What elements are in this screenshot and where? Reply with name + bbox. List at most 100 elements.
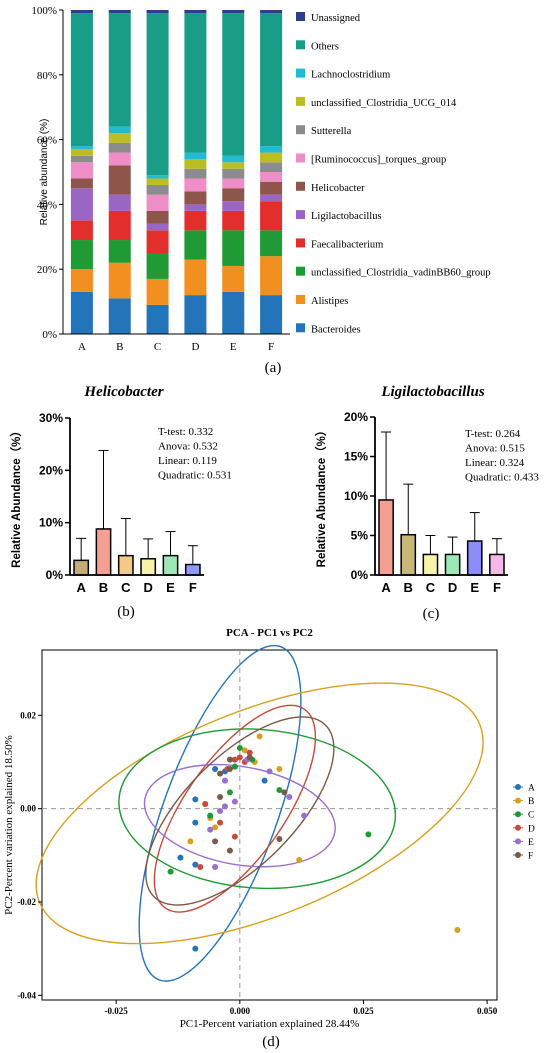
bar [422,553,439,576]
bar-segment [222,162,245,169]
x-tick-label: 0.025 [353,1006,374,1016]
bar [73,559,90,576]
scatter-point [266,768,273,775]
scatter-point [276,836,283,842]
scatter-point [236,754,243,761]
legend-swatch [296,210,305,220]
scatter-point [192,861,199,868]
legend-swatch [296,295,305,304]
scatter-point [192,819,199,826]
bar-segment [146,194,169,211]
bar-segment [146,10,169,14]
bar-segment [222,230,245,266]
bar-segment [146,184,169,195]
panel-b-label: (b) [117,604,135,620]
scatter-point [192,796,199,803]
scatter-point [192,945,199,952]
bar-segment [260,295,283,334]
scatter-point [226,766,233,772]
bar-segment [146,210,169,224]
stat-line: Quadratic: 0.531 [158,470,232,482]
y-tick-label: 5% [351,529,369,543]
bar-segment [184,159,207,169]
legend-marker [515,811,521,818]
x-tick-label: 0.050 [477,1006,498,1016]
scatter-point [212,824,219,831]
legend-label: Faecalibacterium [311,239,383,250]
bar-segment [260,152,283,163]
scatter-point [256,733,263,740]
bar-segment [146,278,169,305]
chart-title: Helicobacter [83,384,163,400]
x-tick-label: A [381,580,391,595]
scatter-point [207,812,214,819]
legend-swatch [296,181,305,191]
stat-line: Quadratic: 0.433 [465,472,539,484]
bar-segment [146,223,169,231]
bar-segment [146,230,169,253]
scatter-point [454,927,461,933]
bar-segment [108,210,131,241]
legend-marker [515,824,521,831]
y-tick-label: -0.02 [17,897,36,907]
scatter-point [281,789,288,796]
legend-marker [515,852,521,858]
confidence-ellipse [145,716,335,906]
stat-line: Anova: 0.515 [465,443,525,455]
bar-segment [222,291,245,334]
bar-segment [70,155,93,163]
scatter-point [286,794,293,800]
y-tick-label: 80% [37,70,57,82]
x-tick-label: E [470,580,479,595]
bar-segment [108,194,131,211]
bar-segment [222,201,245,211]
y-tick-label: 100% [31,5,57,17]
y-axis-title: PC2-Percent variation explained 18.50% [3,735,15,915]
scatter-point [221,777,228,784]
chart-title: Ligilactobacillus [380,384,484,400]
scatter-point [217,770,224,777]
y-tick-label: 0.02 [20,710,36,720]
scatter-point [212,864,219,870]
bar-segment [108,126,131,134]
y-tick-label: 20% [37,264,57,276]
x-tick-label: A [76,580,86,595]
legend-label: A [528,784,535,794]
bar-segment [260,256,283,296]
panel-c-ligilactobacillus-chart: A B C D E F 0% 5% 10% 15% 20% Ligilactobacillus T-te… [314,384,539,595]
bar-segment [146,178,169,185]
scatter-point [231,833,238,840]
bar-segment [70,149,93,156]
bar-segment [184,13,207,153]
x-tick-label: -0.025 [105,1006,129,1016]
x-tick-label: D [448,580,457,595]
scatter-point [187,838,194,845]
bar [378,499,394,576]
y-tick-label: 0% [46,568,64,582]
bar-segment [184,10,207,14]
x-tick-label: C [154,341,161,353]
legend-label: C [528,811,534,821]
x-tick-label: E [230,341,237,353]
scatter-point [301,812,308,819]
bar-segment [222,13,245,156]
scatter-point [236,745,243,751]
legend-swatch [296,266,305,276]
legend: Unassigned Others Lachnoclostridium unclass… [296,12,491,335]
scatter-point [296,857,303,863]
bar-segment [260,162,283,172]
panel-a-stacked-bar-chart: 0% 20% 40% 60% 80% 100% A B C D E F Relative abundan… [31,5,490,353]
scatter-point [177,854,184,861]
bar-segment [260,13,283,147]
scatter-point [261,777,268,784]
legend-label: Unassigned [311,13,361,24]
scatter-point [226,756,233,763]
legend-swatch [296,12,305,21]
scatter-point [231,756,238,763]
legend-swatch [296,68,305,78]
legend-label: E [528,838,534,848]
bar-segment [70,162,93,179]
stat-line: Linear: 0.119 [158,455,217,467]
scatter-point [217,819,224,826]
scatter-point [246,749,253,756]
